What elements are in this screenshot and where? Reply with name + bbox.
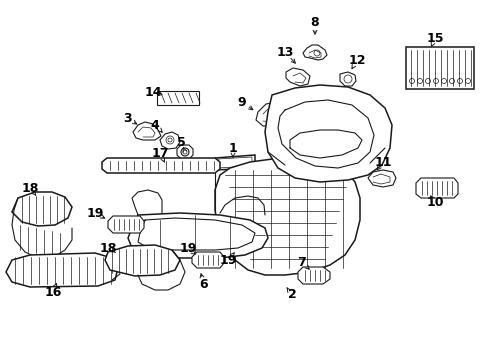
Polygon shape [415, 178, 457, 198]
Polygon shape [297, 267, 329, 284]
Text: 7: 7 [297, 256, 306, 269]
Polygon shape [133, 122, 161, 140]
Text: 12: 12 [347, 54, 365, 67]
Polygon shape [12, 192, 72, 226]
Text: 3: 3 [122, 112, 131, 125]
Polygon shape [160, 132, 180, 149]
Polygon shape [102, 158, 220, 173]
Polygon shape [157, 91, 199, 105]
Text: 4: 4 [150, 118, 159, 131]
Text: 19: 19 [179, 242, 196, 255]
Text: 1: 1 [228, 141, 237, 154]
Polygon shape [218, 157, 251, 168]
Text: 14: 14 [144, 86, 162, 99]
Text: 5: 5 [176, 135, 185, 149]
Polygon shape [264, 85, 391, 182]
Text: 16: 16 [44, 285, 61, 298]
Text: 17: 17 [151, 147, 168, 159]
Polygon shape [192, 252, 224, 268]
Polygon shape [105, 245, 180, 276]
Text: 9: 9 [237, 95, 246, 108]
Polygon shape [215, 158, 359, 275]
Polygon shape [285, 68, 309, 86]
Text: 18: 18 [99, 242, 117, 255]
Text: 19: 19 [86, 207, 103, 220]
Text: 19: 19 [219, 253, 236, 266]
Text: 8: 8 [310, 15, 319, 28]
Polygon shape [215, 155, 254, 170]
Polygon shape [177, 145, 193, 159]
Polygon shape [128, 213, 267, 258]
Polygon shape [303, 45, 326, 60]
Text: 13: 13 [276, 45, 293, 59]
Text: 2: 2 [287, 288, 296, 302]
Polygon shape [108, 216, 143, 233]
Text: 10: 10 [426, 195, 443, 208]
Text: 6: 6 [199, 279, 208, 292]
Polygon shape [256, 102, 287, 126]
Polygon shape [339, 72, 355, 86]
Text: 18: 18 [21, 181, 39, 194]
Polygon shape [367, 170, 395, 187]
Polygon shape [6, 253, 118, 287]
Text: 11: 11 [373, 156, 391, 168]
Polygon shape [405, 47, 473, 89]
Text: 15: 15 [426, 32, 443, 45]
